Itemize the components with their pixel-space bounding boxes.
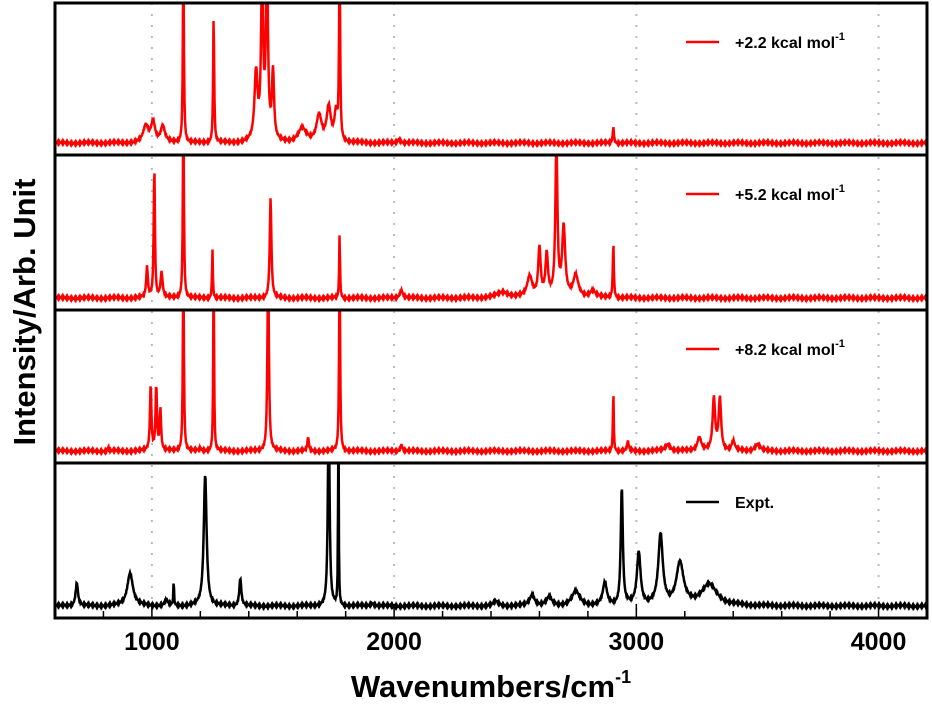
legend-entry-3: +8.2 kcal mol-1	[686, 338, 845, 359]
legend-label: +5.2 kcal mol-1	[735, 183, 845, 204]
spectrum-line-panel-4	[55, 463, 927, 612]
x-tick-label: 2000	[366, 628, 422, 656]
x-tick-labels: 1000 2000 3000 4000	[124, 628, 906, 656]
x-tick-label: 1000	[124, 628, 180, 656]
legend-label: Expt.	[735, 495, 774, 512]
x-axis-title: Wavenumbers/cm-1	[351, 667, 631, 704]
spectrum-line-panel-3	[55, 310, 927, 457]
x-tick-label: 3000	[609, 628, 665, 656]
series-group	[55, 3, 927, 612]
x-ticks	[54, 604, 928, 618]
panel-frames	[53, 1, 929, 620]
legend-entry-1: +2.2 kcal mol-1	[686, 31, 845, 52]
spectrum-line-panel-1	[55, 3, 927, 149]
y-axis-title: Intensity/Arb. Unit	[7, 179, 42, 446]
panel-frame-4	[53, 461, 929, 620]
spectrum-line-panel-2	[55, 155, 927, 304]
legends: +2.2 kcal mol-1 +5.2 kcal mol-1 +8.2 kcal …	[686, 31, 845, 512]
legend-entry-2: +5.2 kcal mol-1	[686, 183, 845, 204]
x-tick-label: 4000	[851, 628, 907, 656]
legend-label: +8.2 kcal mol-1	[735, 338, 845, 359]
legend-entry-4: Expt.	[686, 495, 774, 512]
legend-label: +2.2 kcal mol-1	[735, 31, 845, 52]
